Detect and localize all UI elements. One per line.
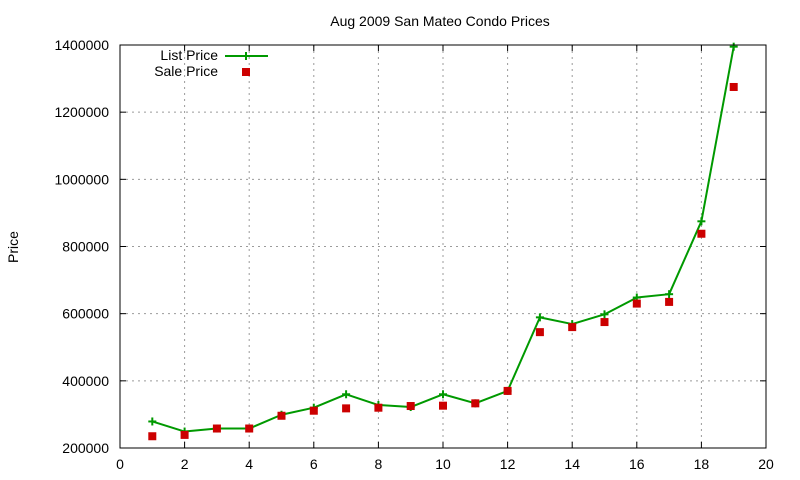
sale-price-marker (471, 399, 480, 408)
x-tick-label: 20 (758, 456, 774, 472)
sale-price-marker (665, 297, 674, 306)
list-price-point (535, 313, 544, 322)
sale-price-marker (568, 323, 577, 332)
y-axis-label: Price (5, 231, 21, 263)
sale-price-marker (309, 406, 318, 415)
legend-sale-price-marker (242, 68, 250, 76)
sale-price-marker (439, 401, 447, 410)
x-tick-label: 18 (694, 456, 710, 472)
sale-price-marker (245, 424, 254, 433)
grid-layer (120, 45, 766, 448)
x-tick-label: 12 (500, 456, 516, 472)
y-tick-label: 600000 (62, 306, 109, 322)
y-tick-label: 400000 (62, 373, 109, 389)
sale-price-marker (374, 403, 383, 412)
y-tick-label: 200000 (62, 440, 109, 456)
list-price-point (148, 417, 157, 426)
legend-list-price-label: List Price (160, 47, 218, 63)
list-price-line (151, 45, 735, 433)
x-tick-label: 4 (245, 456, 253, 472)
y-tick-label: 800000 (62, 239, 109, 255)
sale-price-marker (697, 229, 706, 238)
sale-price-marker (180, 430, 189, 439)
sale-price-marker (535, 328, 544, 337)
list-price-point (729, 42, 738, 51)
sale-price-marker (729, 82, 738, 91)
sale-price-marker (503, 386, 512, 395)
sale-price-marker (342, 404, 351, 413)
y-tick-label: 1400000 (54, 37, 109, 53)
y-tick-label: 1200000 (54, 104, 109, 120)
legend-sale-price-label: Sale Price (154, 63, 218, 79)
sale-price-marker (600, 318, 609, 327)
sale-price-marker (212, 424, 221, 433)
tick-layer: 0 2 4 6 8 10 12 14 16 18 20 200000 400000 600000 80000… (54, 37, 774, 472)
chart-title: Aug 2009 San Mateo Condo Prices (330, 13, 549, 29)
list-price-point (665, 290, 674, 299)
x-tick-label: 16 (629, 456, 645, 472)
list-price-point (342, 390, 351, 399)
list-price-point (600, 310, 609, 319)
x-tick-label: 8 (375, 456, 383, 472)
list-price-point (439, 390, 447, 399)
y-tick-label: 1000000 (54, 171, 109, 187)
list-price-point (697, 217, 706, 226)
x-tick-label: 0 (116, 456, 124, 472)
x-tick-label: 10 (435, 456, 451, 472)
x-tick-label: 6 (310, 456, 318, 472)
series-layer (148, 42, 738, 441)
plot-frame (119, 44, 767, 449)
x-tick-label: 2 (181, 456, 189, 472)
sale-price-marker (148, 432, 157, 441)
sale-price-marker (632, 299, 641, 308)
x-tick-label: 14 (564, 456, 580, 472)
sale-price-marker (406, 402, 415, 411)
sale-price-marker (277, 411, 286, 420)
